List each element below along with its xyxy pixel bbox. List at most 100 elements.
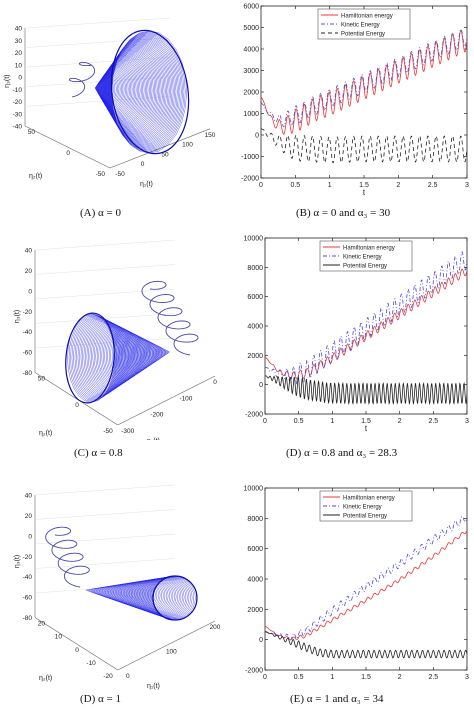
series-line-kinetic-energy [265, 515, 467, 641]
grid-line [24, 96, 171, 107]
x-tick-label: -50 [115, 171, 125, 178]
x-tick-label: 150 [205, 132, 216, 139]
legend-label: Potential Energy [341, 31, 385, 37]
x-tick-label: 0.5 [294, 418, 304, 425]
z-tick-label: -10 [13, 87, 23, 94]
y-tick-label: -2000 [245, 412, 263, 419]
grid-line [34, 288, 176, 300]
z-tick-label: 20 [25, 513, 33, 520]
grid-line [24, 76, 171, 88]
z-tick-label: -20 [13, 99, 23, 106]
panel-e-energy-chart: -2000 0 2000 4000 6000 8000 10000 0 0.5 1 1.5 2 2.5 3… [235, 480, 474, 690]
x-tick-label: -300 [121, 428, 134, 435]
y-tick-label: 6000 [243, 4, 259, 11]
x-tick-label: 100 [166, 649, 177, 656]
x-tick-label: 0.5 [290, 182, 300, 189]
y-tick-label: 10 [55, 634, 63, 641]
grid-line [34, 264, 176, 275]
x-tick-label: -200 [150, 412, 163, 419]
z-tick-label: -40 [23, 329, 33, 336]
x-tick-label: 1 [330, 418, 334, 425]
x-tick-label: 3 [465, 182, 469, 189]
series-line-potential-energy [265, 375, 467, 405]
panel-d-3d-plot: 40 20 0 -20 -40 -60 -80 20 10 0 -10 -20 0 100 200 η₃(t)… [0, 480, 235, 690]
x-axis-line [117, 375, 216, 426]
z-tick-label: 40 [25, 493, 33, 500]
x-tick-label: 3 [465, 418, 469, 425]
y-tick-label: 10000 [244, 486, 264, 493]
legend-label: Potential Energy [343, 513, 387, 519]
y-tick-label: -2000 [245, 668, 263, 675]
series-line-hamiltonian-energy [265, 530, 467, 641]
trajectory-rim [65, 312, 115, 404]
x-tick-label: 0 [126, 673, 130, 680]
z-tick-label: 40 [25, 248, 33, 255]
caption-e: (E) α = 1 and α₃ = 34 [290, 693, 384, 705]
x-axis-label: η₁(t) [147, 438, 160, 440]
x-tick-label: 0 [263, 674, 267, 681]
z-tick-label: 0 [28, 533, 32, 540]
x-tick-label: 1 [328, 182, 332, 189]
trajectory-cone [85, 575, 198, 621]
y-tick-label: -1000 [241, 154, 259, 161]
trajectory-cone [65, 312, 170, 404]
z-tick-label: 0 [28, 288, 32, 295]
x-tick-label: 50 [161, 151, 169, 158]
series-line-potential-energy [261, 128, 467, 164]
grid-line [34, 558, 176, 569]
y-tick-label: 10000 [244, 236, 264, 243]
z-tick-label: 20 [15, 50, 23, 57]
grid-line [34, 484, 176, 496]
x-tick-label: 1.5 [359, 182, 369, 189]
x-tick-label: 1 [330, 674, 334, 681]
x-axis-label: t [365, 424, 368, 433]
z-tick-label: -80 [23, 370, 33, 377]
energy-line-chart-b: -2000 -1000 0 1000 2000 3000 4000 5000 6000 0 0.5 1… [241, 4, 469, 198]
y-tick-label: -50 [103, 428, 113, 435]
legend-label: Hamiltonian energy [343, 245, 395, 251]
caption-a: (A) α = 0 [80, 207, 121, 219]
series-line-hamiltonian-energy [261, 30, 467, 135]
z-axis-label: η₃(t) [4, 75, 11, 88]
x-tick-label: 1.5 [361, 674, 371, 681]
grid-line [34, 313, 176, 324]
series-group [265, 251, 467, 405]
y-axis-label: η₂(t) [39, 430, 52, 437]
x-tick-label: 100 [182, 142, 193, 149]
legend-label: Hamiltonian energy [343, 495, 395, 501]
y-tick-label: 5000 [243, 25, 259, 32]
axes-box [34, 484, 216, 671]
x-tick-label: 0 [213, 379, 217, 386]
y-tick-label: 0 [255, 133, 259, 140]
y-tick-label: 4000 [247, 324, 263, 331]
legend-label: Potential Energy [343, 263, 387, 269]
y-tick-label: 3000 [243, 68, 259, 75]
y-tick-label: 20 [38, 621, 46, 628]
y-tick-label: 0 [75, 402, 79, 409]
trajectory-rim [152, 575, 198, 621]
legend-label: Kinetic Energy [343, 504, 382, 510]
caption-d-3d: (D) α = 1 [80, 693, 121, 705]
panel-c-3d-plot: 40 20 0 -20 -40 -60 -80 50 0 -50 -300 -200 -100 0 η₃(t… [0, 230, 235, 445]
trajectory-loops [85, 575, 196, 620]
z-tick-label: -20 [23, 554, 33, 561]
x-axis-label: η₁(t) [147, 683, 160, 690]
x-axis-line [117, 620, 216, 671]
y-tick-label: 0 [75, 647, 79, 654]
z-tick-label: 20 [25, 268, 33, 275]
y-tick-label: 0 [259, 637, 263, 644]
panel-d-energy-chart: -2000 0 2000 4000 6000 8000 10000 0 0.5 1 1.5 2 2.5 3… [235, 230, 474, 440]
panel-b-energy-chart: -2000 -1000 0 1000 2000 3000 4000 5000 6000 0 0.5 1… [235, 0, 474, 205]
y-tick-label: 2000 [243, 90, 259, 97]
y-axis-line [24, 125, 111, 169]
z-tick-label: 10 [15, 62, 23, 69]
phase-portrait-3d-c: 40 20 0 -20 -40 -60 -80 50 0 -50 -300 -200 -100 0 η₃(t… [14, 239, 217, 445]
z-tick-label: -30 [13, 111, 23, 118]
y-tick-label: 8000 [247, 265, 263, 272]
grid-line [24, 17, 171, 29]
x-tick-label: 2 [396, 182, 400, 189]
y-tick-label: 0 [259, 382, 263, 389]
